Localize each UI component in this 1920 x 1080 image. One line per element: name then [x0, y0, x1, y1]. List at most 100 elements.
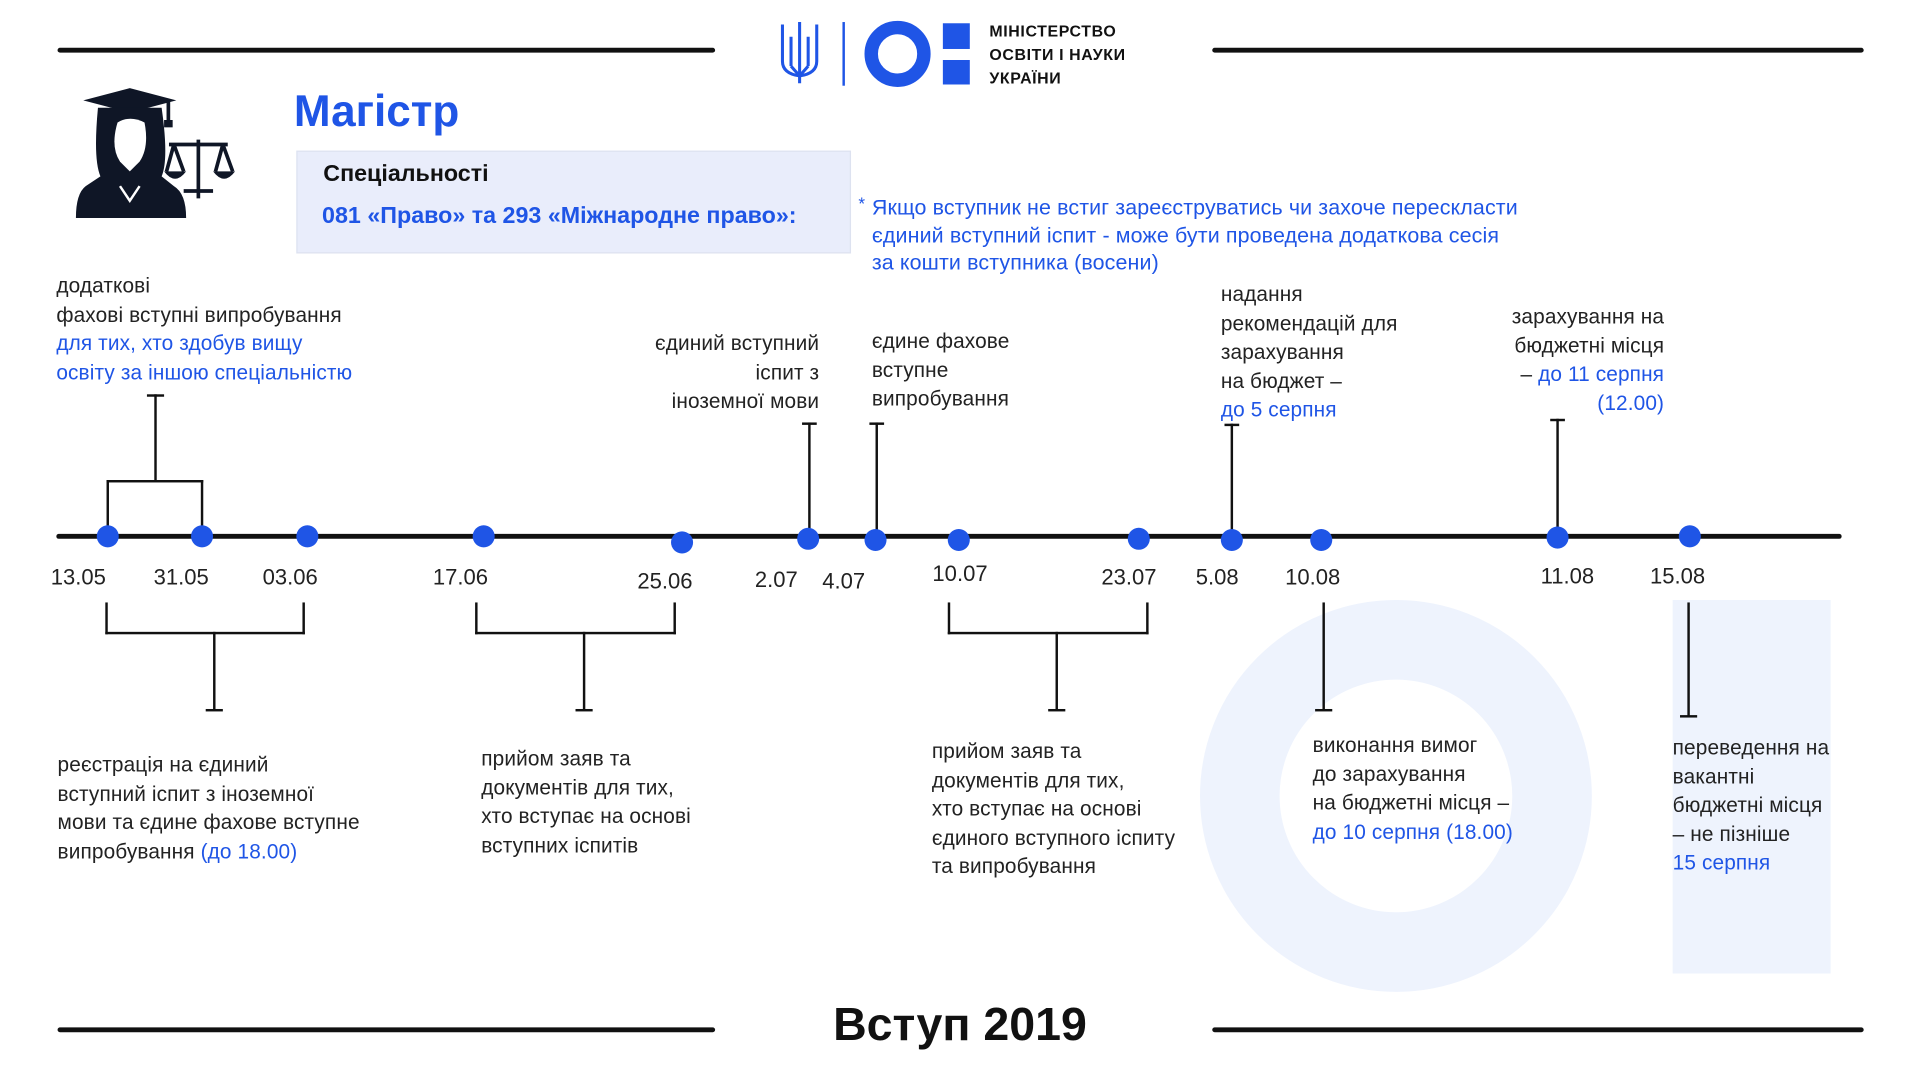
text-line: рекомендацій для [1221, 309, 1398, 338]
text-line: прийом заяв та [932, 737, 1175, 766]
text-line: 15 серпня [1673, 849, 1830, 878]
logo-square-bottom [942, 60, 970, 85]
connector [475, 631, 676, 635]
text-line: вступний іспит з іноземної [58, 779, 360, 808]
text-segment: єдиний вступний [654, 331, 820, 356]
timeline-dot [947, 528, 970, 552]
text-segment: надання [1220, 282, 1303, 307]
text-line: єдине фахове [872, 327, 1010, 356]
text-segment: іспит з [755, 360, 820, 384]
text-segment: бюджетні місця [1514, 333, 1665, 357]
timeline-dot [864, 528, 887, 552]
text-line: надання [1221, 280, 1398, 309]
logo-ring [864, 20, 931, 87]
connector [575, 708, 593, 712]
date-label: 03.06 [262, 565, 318, 590]
date-label: 10.07 [932, 561, 988, 586]
connector [1146, 602, 1149, 635]
connector [106, 480, 204, 483]
trident-icon [780, 22, 819, 84]
specialties-panel: Спеціальності 081 «Право» та 293 «Міжнар… [296, 150, 852, 254]
specialties-value: 081 «Право» та 293 «Міжнародне право»: [322, 203, 797, 229]
text-segment: іноземної мови [671, 389, 820, 413]
text-line: єдиний вступний [655, 329, 819, 358]
date-label: 15.08 [1649, 563, 1706, 589]
timeline-dot [671, 531, 694, 554]
text-segment: випробування [871, 386, 1009, 411]
text-segment: бюджетні місця [1672, 793, 1823, 817]
text-segment: зарахування [1220, 340, 1344, 364]
text-segment: мови та єдине фахове вступне [57, 810, 360, 834]
connector [875, 422, 878, 537]
event-professional-exam: єдине фахове вступне випробування [872, 327, 1010, 413]
graduate-with-scales-icon [75, 88, 236, 218]
highlighted-text: до 10 серпня (18.00) [1312, 819, 1513, 844]
connector [947, 602, 951, 635]
text-line: фахові вступні випробування [56, 301, 352, 330]
text-segment: вакантні [1672, 764, 1755, 788]
date-label: 4.07 [822, 568, 866, 594]
connector [106, 480, 109, 537]
footer-title: Вступ 2019 [833, 999, 1087, 1052]
event-foreign-language-exam: єдиний вступний іспит з іноземної мови [655, 329, 819, 415]
decor-rect [1672, 600, 1831, 974]
event-vacant-transfer: переведення на вакантні бюджетні місця – н… [1673, 733, 1830, 877]
text-segment: та випробування [931, 854, 1097, 878]
connector [1680, 715, 1698, 718]
footer-rule-right [1212, 1027, 1864, 1033]
logo-divider [842, 22, 845, 86]
text-line: єдиного вступного іспиту [932, 823, 1175, 852]
connector [582, 631, 586, 711]
specialties-heading: Спеціальності [323, 161, 489, 188]
timeline-dot [1220, 528, 1243, 552]
note-marker: * [858, 193, 866, 214]
text-segment: прийом заяв та [931, 739, 1082, 763]
highlighted-text: для тих, хто здобув вищу [56, 331, 303, 356]
text-line: бюджетні місця [1673, 791, 1830, 820]
header-rule-left [57, 47, 716, 53]
text-line: документів для тих, [481, 773, 691, 802]
date-label: 31.05 [153, 565, 209, 590]
logo-text: МІНІСТЕРСТВО ОСВІТИ І НАУКИ УКРАЇНИ [989, 20, 1125, 90]
date-label: 10.08 [1285, 565, 1341, 590]
text-line: (12.00) [1512, 389, 1664, 418]
text-line: мови та єдине фахове вступне [58, 808, 360, 837]
logo-square-top [942, 23, 970, 49]
text-line: додаткові [56, 272, 352, 301]
note-line: єдиний вступний іспит - може бути провед… [871, 222, 1500, 247]
text-line: для тих, хто здобув вищу [56, 329, 352, 358]
note-line: за кошти вступника (восени) [871, 249, 1159, 275]
text-segment: випробування [57, 839, 201, 863]
connector [154, 394, 157, 482]
text-segment: реєстрація на єдиний [57, 753, 269, 777]
highlighted-text: до 11 серпня [1538, 362, 1665, 386]
connector [947, 631, 1149, 635]
date-label: 2.07 [754, 567, 798, 593]
event-applications-unified-exam: прийом заяв та документів для тих, хто вст… [932, 737, 1175, 881]
text-segment: фахові вступні випробування [56, 303, 342, 327]
event-additional-exams: додаткові фахові вступні випробування для … [56, 272, 352, 387]
text-line: та випробування [932, 852, 1175, 881]
text-line: виконання вимог [1313, 731, 1513, 760]
text-segment: єдине фахове [871, 329, 1010, 353]
text-line: випробування [872, 384, 1010, 413]
timeline-dot [191, 525, 214, 548]
text-segment: хто вступає на основі [931, 797, 1142, 821]
connector [105, 631, 305, 635]
text-line: вступних іспитів [481, 831, 691, 860]
event-applications-exams: прийом заяв та документів для тих, хто вст… [481, 744, 691, 859]
text-line: на бюджетні місця – [1313, 789, 1513, 818]
text-segment: до зарахування [1312, 762, 1466, 786]
connector [1230, 423, 1234, 537]
footer-rule-left [57, 1027, 716, 1033]
text-line: зарахування [1221, 338, 1398, 367]
connector [1048, 708, 1066, 712]
note-line: Якщо вступник не встиг зареєструватись ч… [871, 194, 1518, 220]
text-segment: документів для тих, [481, 775, 674, 799]
page-title: Магістр [293, 85, 460, 136]
connector [475, 602, 478, 635]
text-line: зарахування на [1512, 302, 1664, 331]
logo-line: УКРАЇНИ [989, 68, 1062, 87]
text-line: іспит з [655, 358, 820, 387]
connector [105, 602, 108, 635]
